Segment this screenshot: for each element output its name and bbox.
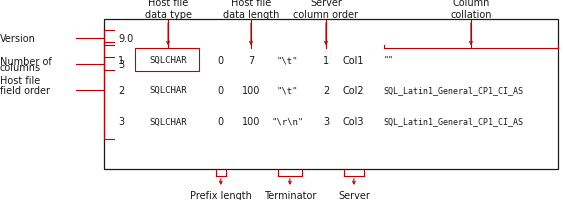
Text: 0: 0	[217, 56, 223, 65]
Text: 3: 3	[323, 117, 329, 126]
Text: Server
column order: Server column order	[293, 0, 359, 20]
Text: "": ""	[384, 56, 394, 65]
Text: 0: 0	[217, 117, 223, 126]
Text: SQLCHAR: SQLCHAR	[149, 86, 187, 95]
Text: SQL_Latin1_General_CP1_CI_AS: SQL_Latin1_General_CP1_CI_AS	[384, 86, 523, 95]
FancyBboxPatch shape	[104, 20, 558, 169]
Text: Host file: Host file	[0, 76, 40, 86]
Text: 100: 100	[242, 117, 260, 126]
Text: Version: Version	[0, 34, 36, 43]
Text: 0: 0	[217, 86, 223, 95]
Text: 2: 2	[118, 86, 125, 95]
Text: SQLCHAR: SQLCHAR	[149, 117, 187, 126]
Text: SQL_Latin1_General_CP1_CI_AS: SQL_Latin1_General_CP1_CI_AS	[384, 117, 523, 126]
Text: 7: 7	[248, 56, 254, 65]
Text: Number of: Number of	[0, 57, 52, 67]
Text: Col3: Col3	[342, 117, 364, 126]
Text: Host file
data length: Host file data length	[223, 0, 279, 20]
Text: 3: 3	[118, 117, 124, 126]
Text: Column
collation: Column collation	[450, 0, 492, 20]
Text: SQLCHAR: SQLCHAR	[149, 56, 187, 65]
Text: Prefix length: Prefix length	[190, 190, 252, 200]
Text: 1: 1	[118, 56, 124, 65]
Text: 100: 100	[242, 86, 260, 95]
Text: 9.0: 9.0	[118, 34, 133, 43]
Text: Col2: Col2	[342, 86, 364, 95]
Text: Host file
data type: Host file data type	[144, 0, 192, 20]
Text: Terminator: Terminator	[264, 190, 316, 200]
Text: columns: columns	[0, 63, 41, 73]
Text: 2: 2	[323, 86, 329, 95]
Text: "\t": "\t"	[277, 86, 298, 95]
Text: "\r\n": "\r\n"	[271, 117, 304, 126]
Text: field order: field order	[0, 86, 50, 96]
Text: Col1: Col1	[342, 56, 364, 65]
Text: "\t": "\t"	[277, 56, 298, 65]
Text: 1: 1	[323, 56, 329, 65]
Text: 3: 3	[118, 60, 124, 69]
Text: Server
column name: Server column name	[320, 190, 387, 200]
